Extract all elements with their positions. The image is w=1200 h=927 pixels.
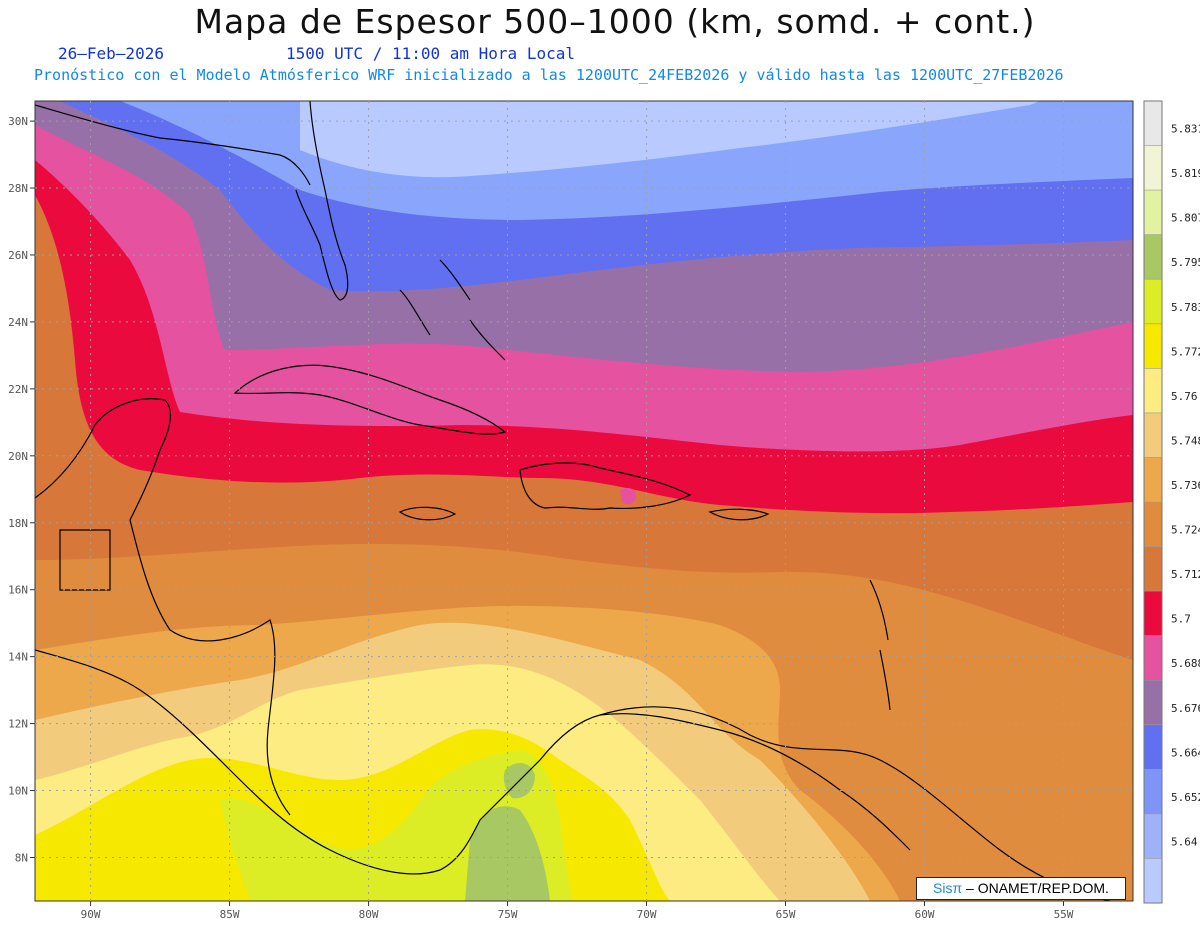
lon-tick-label: 65W xyxy=(776,908,796,921)
colorbar: 5.831 5.819 5.807 5.795 5.783 5.772 5.76 5.748 5… xyxy=(1143,100,1200,904)
colorbar-label: 5.652 xyxy=(1171,791,1200,804)
lat-tick-label: 10N xyxy=(8,785,28,798)
colorbar-label: 5.748 xyxy=(1171,434,1200,447)
colorbar-label: 5.772 xyxy=(1171,345,1200,358)
colorbar-swatch xyxy=(1144,368,1162,414)
colorbar-swatch xyxy=(1144,591,1162,637)
colorbar-swatch xyxy=(1144,190,1162,236)
credit-text: – ONAMET/REP.DOM. xyxy=(962,880,1109,896)
band-5700-spot xyxy=(620,488,636,504)
time-label: 1500 UTC / 11:00 am Hora Local xyxy=(286,44,575,63)
colorbar-label: 5.783 xyxy=(1171,301,1200,314)
coast-cuba xyxy=(233,364,507,435)
date-label: 26–Feb–2026 xyxy=(58,44,164,63)
colorbar-label: 5.76 xyxy=(1171,390,1198,403)
colorbar-label: 5.664 xyxy=(1171,746,1200,759)
colorbar-label: 5.795 xyxy=(1171,256,1200,269)
colorbar-label: 5.736 xyxy=(1171,479,1200,492)
lon-tick-label: 90W xyxy=(81,908,101,921)
colorbar-label: 5.807 xyxy=(1171,212,1200,225)
lat-tick-label: 12N xyxy=(8,718,28,731)
lon-tick-label: 55W xyxy=(1054,908,1074,921)
coastlines xyxy=(35,101,1111,901)
longitude-labels: 90W 85W 80W 75W 70W 65W 60W 55W xyxy=(81,908,1074,921)
credit-box: Sisπ – ONAMET/REP.DOM. xyxy=(916,877,1126,900)
lon-tick-label: 75W xyxy=(498,908,518,921)
colorbar-swatch xyxy=(1144,635,1162,681)
colorbar-swatch xyxy=(1144,724,1162,770)
lat-tick-label: 28N xyxy=(8,182,28,195)
colorbar-swatch xyxy=(1144,101,1162,147)
colorbar-label: 5.724 xyxy=(1171,524,1200,537)
colorbar-label: 5.819 xyxy=(1171,167,1200,180)
lat-tick-label: 18N xyxy=(8,517,28,530)
colorbar-swatch xyxy=(1144,145,1162,191)
lat-tick-label: 24N xyxy=(8,316,28,329)
lon-tick-label: 60W xyxy=(915,908,935,921)
colorbar-swatch xyxy=(1144,546,1162,592)
coast-florida xyxy=(295,101,349,301)
lon-tick-label: 85W xyxy=(220,908,240,921)
colorbar-swatch xyxy=(1144,858,1162,904)
lat-tick-label: 22N xyxy=(8,383,28,396)
band-5640 xyxy=(300,101,1040,178)
colorbar-label: 5.676 xyxy=(1171,702,1200,715)
coast-central-america xyxy=(35,649,911,875)
colorbar-swatch xyxy=(1144,813,1162,859)
coast-jamaica xyxy=(398,506,457,521)
model-info-label: Pronóstico con el Modelo Atmósferico WRF… xyxy=(34,66,1064,84)
coast-puerto-rico xyxy=(708,508,770,521)
colorbar-swatch xyxy=(1144,457,1162,503)
sispi-logo: Sisπ xyxy=(933,880,963,896)
band-5795 xyxy=(465,806,550,901)
lat-tick-label: 30N xyxy=(8,115,28,128)
colorbar-swatch xyxy=(1144,502,1162,548)
colorbar-label: 5.7 xyxy=(1171,613,1191,626)
graticule xyxy=(30,101,1133,906)
plot-frame xyxy=(34,100,1134,902)
colorbar-swatch xyxy=(1144,769,1162,815)
coast-yucatan xyxy=(35,398,172,521)
lat-tick-label: 26N xyxy=(8,249,28,262)
latitude-labels: 30N 28N 26N 24N 22N 20N 18N 16N 14N 12N 10N 8N xyxy=(8,115,28,864)
lon-tick-label: 70W xyxy=(637,908,657,921)
colorbar-swatch xyxy=(1144,323,1162,369)
thickness-fill-layer xyxy=(35,101,1133,901)
lon-tick-label: 80W xyxy=(359,908,379,921)
lat-tick-label: 16N xyxy=(8,584,28,597)
coast-caribbean-shore xyxy=(129,519,291,816)
colorbar-label: 5.64 xyxy=(1171,835,1198,848)
colorbar-label: 5.712 xyxy=(1171,568,1200,581)
colorbar-swatch xyxy=(1144,279,1162,325)
colorbar-swatch xyxy=(1144,680,1162,726)
colorbar-swatch xyxy=(1144,412,1162,458)
colorbar-label: 5.831 xyxy=(1171,123,1200,136)
border-guatemala xyxy=(59,529,111,591)
lat-tick-label: 8N xyxy=(15,851,28,864)
colorbar-label: 5.688 xyxy=(1171,657,1200,670)
coast-bahamas xyxy=(399,259,506,361)
map-title: Mapa de Espesor 500–1000 (km, somd. + co… xyxy=(194,2,1036,41)
coast-hispaniola xyxy=(519,462,692,510)
lat-tick-label: 14N xyxy=(8,651,28,664)
coast-lesser-antilles xyxy=(869,579,891,711)
colorbar-swatch xyxy=(1144,234,1162,280)
lat-tick-label: 20N xyxy=(8,450,28,463)
coast-venezuela xyxy=(599,706,1111,901)
